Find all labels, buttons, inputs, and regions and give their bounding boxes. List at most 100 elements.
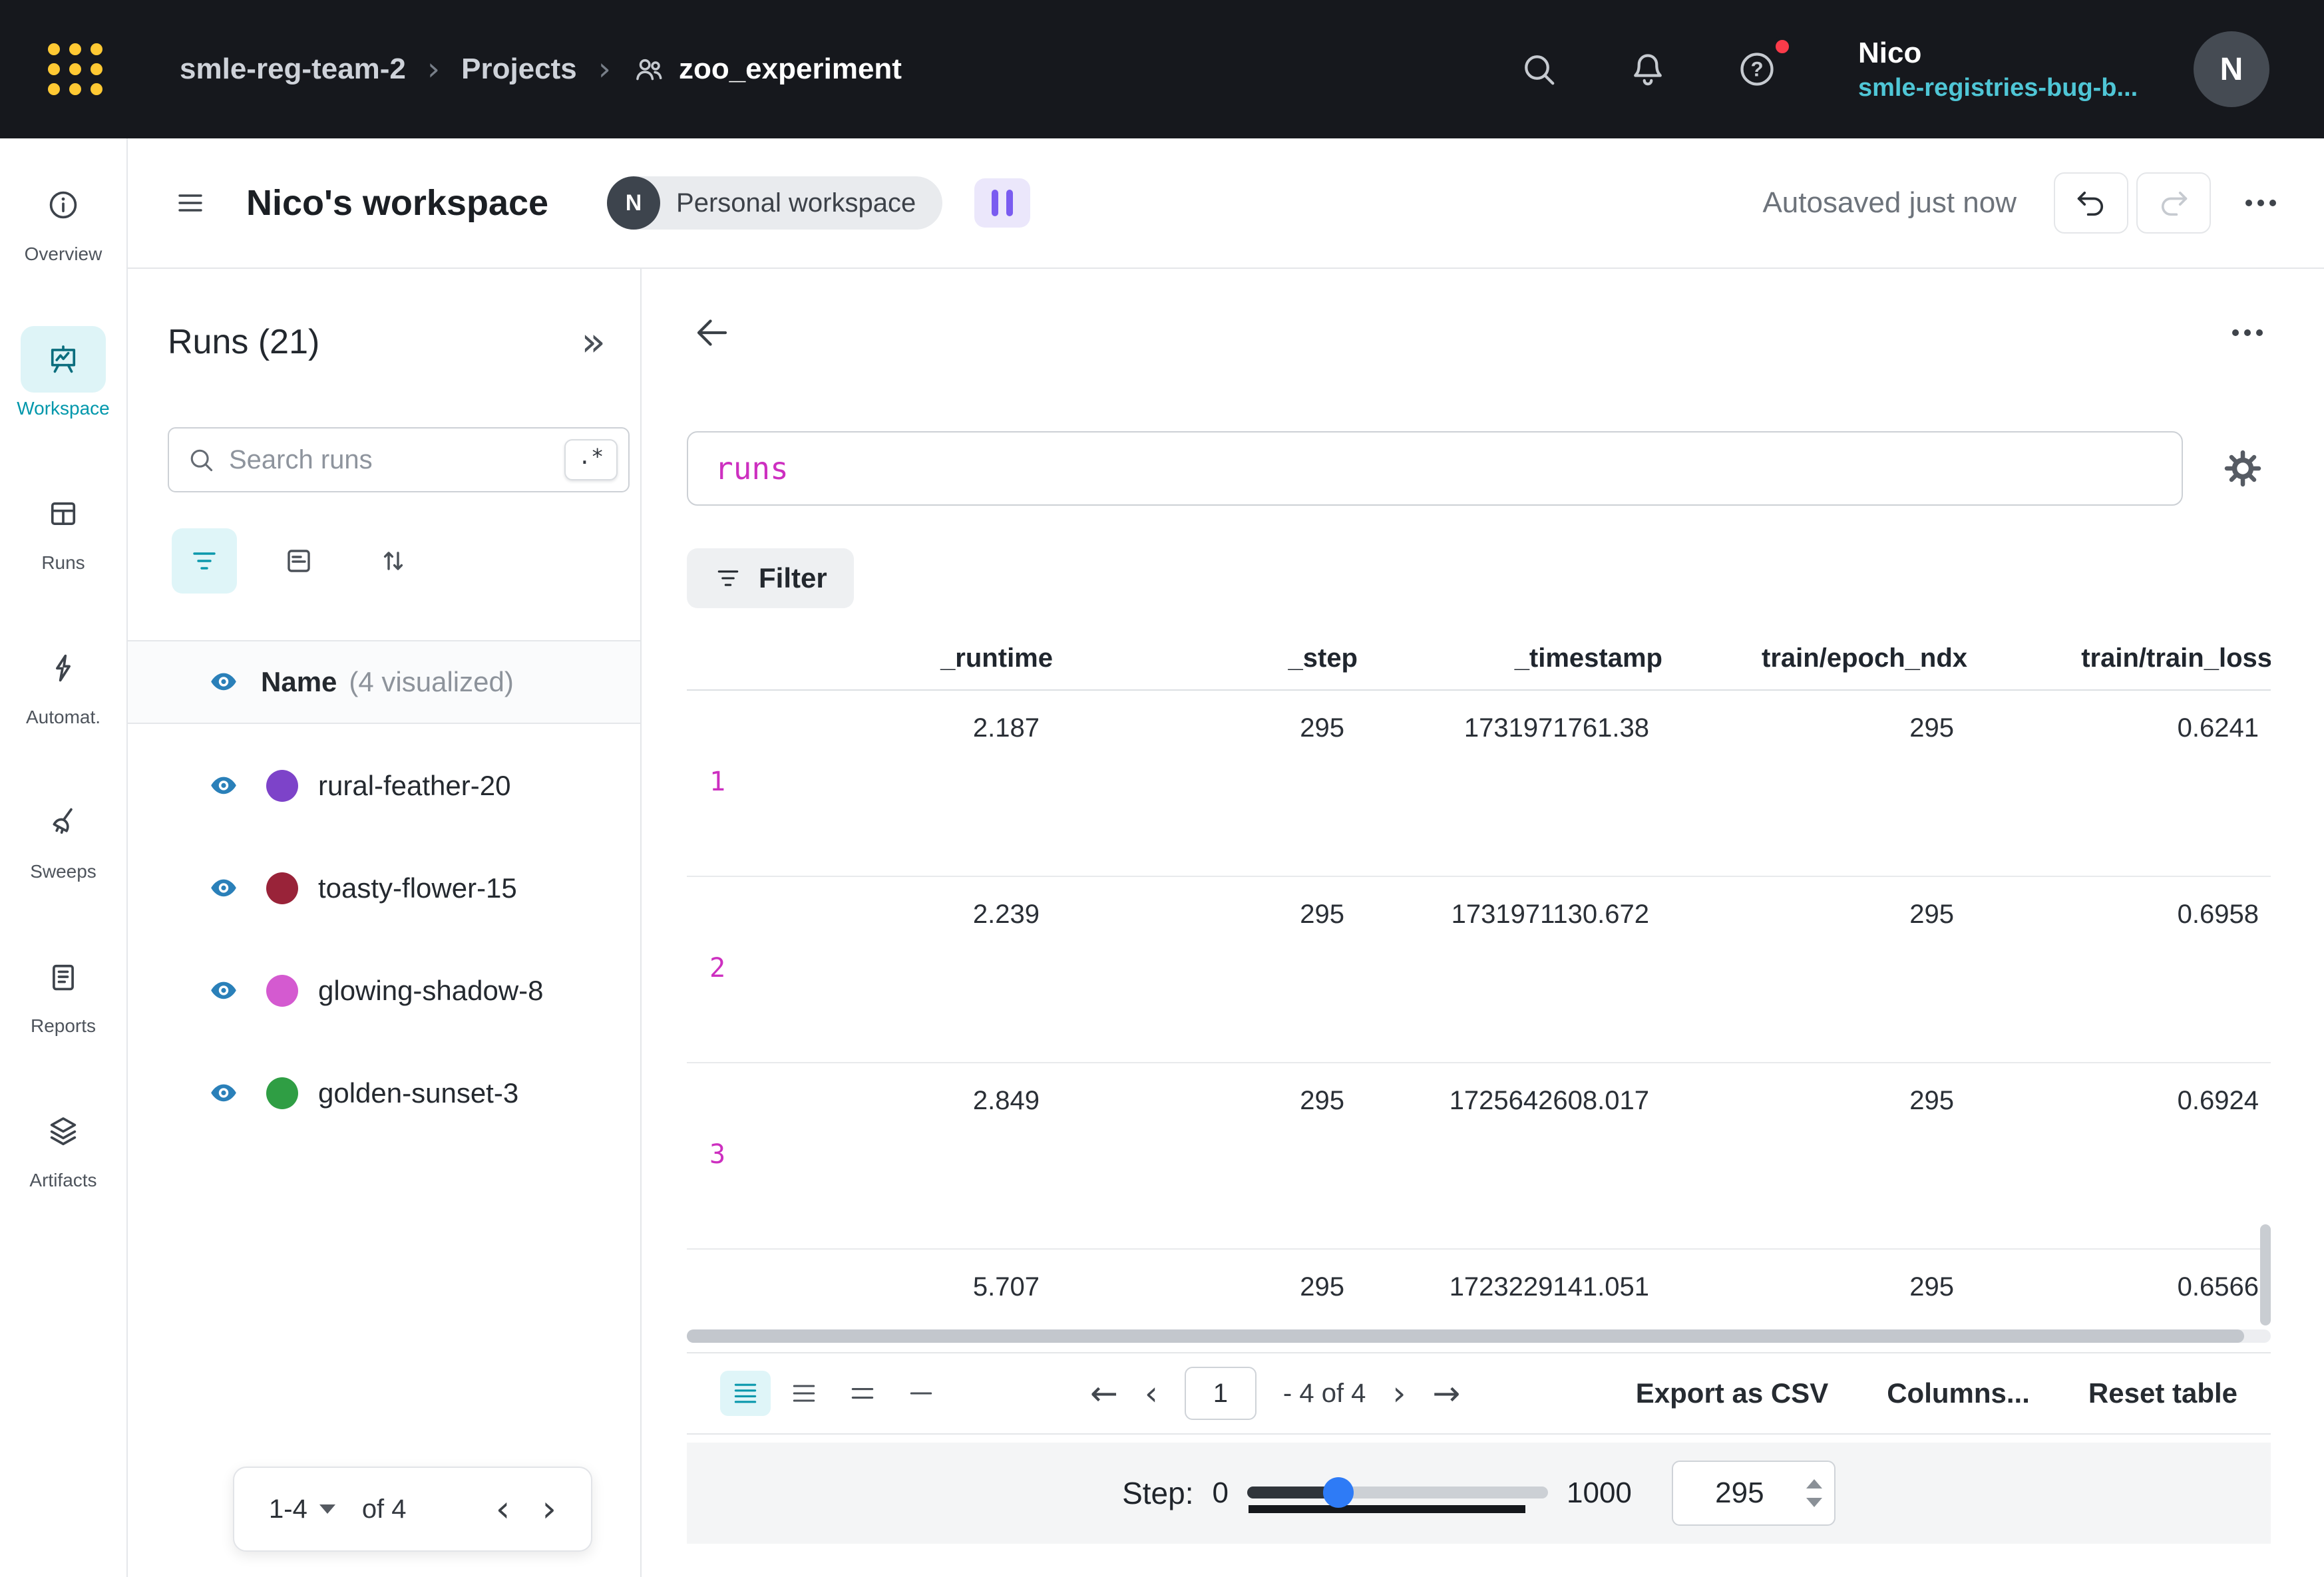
avatar[interactable]: N	[2194, 31, 2269, 107]
columns-button[interactable]: Columns...	[1887, 1377, 2030, 1409]
run-item[interactable]: glowing-shadow-8	[128, 940, 640, 1042]
sidebar-item-runs[interactable]: Runs	[0, 480, 126, 611]
slider-thumb[interactable]	[1323, 1477, 1354, 1508]
runs-sort-button[interactable]	[361, 528, 426, 594]
page-number-input[interactable]	[1184, 1367, 1257, 1420]
run-visibility-button[interactable]	[208, 975, 240, 1007]
reset-table-button[interactable]: Reset table	[2088, 1377, 2237, 1409]
user-team-link[interactable]: smle-registries-bug-b...	[1858, 73, 2138, 102]
badge-label: Personal workspace	[676, 188, 916, 218]
run-name[interactable]: rural-feather-20	[318, 770, 511, 801]
breadcrumb-projects[interactable]: Projects	[461, 53, 577, 85]
regex-toggle-button[interactable]: .*	[564, 439, 618, 480]
sidebar-item-reports[interactable]: Reports	[0, 944, 126, 1074]
row-height-large-button[interactable]	[837, 1371, 888, 1416]
workspace-more-options-button[interactable]	[2245, 200, 2276, 206]
toggle-all-visibility-button[interactable]	[208, 666, 240, 698]
notifications-button[interactable]	[1621, 43, 1674, 96]
search-runs-input[interactable]	[229, 444, 551, 475]
run-name[interactable]: golden-sunset-3	[318, 1077, 519, 1109]
table-more-options-button[interactable]	[2232, 329, 2263, 336]
row-height-medium-button[interactable]	[779, 1371, 829, 1416]
row-index: 1	[709, 767, 726, 797]
table-pagination: ← ‹ - 4 of 4 › →	[1090, 1367, 1460, 1420]
run-item[interactable]: rural-feather-20	[128, 735, 640, 837]
sidebar-item-artifacts[interactable]: Artifacts	[0, 1098, 126, 1228]
autosave-status: Autosaved just now	[1762, 186, 2017, 219]
project-sidebar: Overview Workspace Runs Automat. Sweeps …	[0, 138, 128, 1577]
column-header-train-loss[interactable]: train/train_loss	[2081, 643, 2271, 673]
info-icon	[49, 191, 77, 219]
row-height-small-button[interactable]	[720, 1371, 771, 1416]
column-header-runtime[interactable]: _runtime	[940, 643, 1053, 673]
step-value-input[interactable]	[1672, 1477, 1806, 1510]
collapse-panel-button[interactable]: »	[581, 319, 606, 365]
run-visibility-button[interactable]	[208, 872, 240, 904]
sidebar-item-overview[interactable]: Overview	[0, 172, 126, 302]
run-visibility-button[interactable]	[208, 1077, 240, 1109]
run-item[interactable]: toasty-flower-15	[128, 837, 640, 940]
wandb-logo-icon[interactable]	[48, 43, 102, 95]
table-row[interactable]: 3 2.849 295 1725642608.017 295 0.6924	[687, 1063, 2271, 1250]
step-slider-bar: Step: 0 1000	[687, 1443, 2271, 1544]
step-max: 1000	[1567, 1477, 1632, 1509]
next-page-button[interactable]: ›	[1392, 1374, 1406, 1413]
vertical-scrollbar[interactable]	[2260, 1224, 2271, 1325]
runs-filter-button[interactable]	[172, 528, 237, 594]
breadcrumb-team[interactable]: smle-reg-team-2	[180, 53, 406, 85]
run-item[interactable]: golden-sunset-3	[128, 1042, 640, 1144]
next-page-button[interactable]: ›	[542, 1488, 556, 1530]
cell-timestamp: 1725642608.017	[1449, 1086, 1649, 1115]
visibility-eye-icon	[211, 673, 236, 691]
run-visibility-button[interactable]	[208, 770, 240, 802]
table-settings-button[interactable]	[2215, 440, 2271, 496]
badge-avatar: N	[607, 176, 661, 230]
run-color-dot	[266, 975, 298, 1007]
runs-group-button[interactable]	[266, 528, 331, 594]
user-menu[interactable]: Nico smle-registries-bug-b...	[1858, 34, 2159, 105]
increment-icon[interactable]	[1806, 1479, 1822, 1489]
sidebar-item-automations[interactable]: Automat.	[0, 635, 126, 765]
run-name[interactable]: glowing-shadow-8	[318, 975, 544, 1006]
name-column-header[interactable]: Name	[261, 666, 337, 697]
search-icon	[190, 449, 213, 472]
sidebar-label-overview: Overview	[24, 244, 102, 264]
column-header-step[interactable]: _step	[1288, 643, 1358, 673]
personal-workspace-badge[interactable]: N Personal workspace	[607, 176, 943, 230]
undo-button[interactable]	[2054, 172, 2128, 234]
filter-button[interactable]: Filter	[687, 548, 854, 608]
automations-lightning-icon	[56, 654, 71, 682]
last-page-button[interactable]: →	[1432, 1374, 1461, 1413]
cell-train-loss: 0.6924	[2177, 1086, 2259, 1115]
export-csv-button[interactable]: Export as CSV	[1635, 1377, 1829, 1409]
decrement-icon[interactable]	[1806, 1498, 1822, 1507]
redo-button[interactable]	[2136, 172, 2211, 234]
prev-page-button[interactable]: ‹	[1144, 1374, 1158, 1413]
prev-page-button[interactable]: ‹	[495, 1488, 510, 1530]
table-row[interactable]: 2 2.239 295 1731971130.672 295 0.6958	[687, 877, 2271, 1063]
horizontal-scrollbar-thumb[interactable]	[687, 1329, 2244, 1343]
run-name[interactable]: toasty-flower-15	[318, 872, 517, 904]
help-button[interactable]: ?	[1730, 36, 1793, 96]
global-search-button[interactable]	[1512, 43, 1565, 96]
first-page-button[interactable]: ←	[1090, 1374, 1118, 1413]
query-input[interactable]	[687, 431, 2183, 506]
divider	[128, 640, 640, 641]
panel-settings-button[interactable]	[974, 178, 1031, 228]
breadcrumb-project[interactable]: zoo_experiment	[678, 53, 902, 85]
back-button[interactable]	[692, 313, 732, 353]
visibility-eye-icon	[211, 777, 236, 794]
sidebar-item-sweeps[interactable]: Sweeps	[0, 789, 126, 920]
sidebar-item-workspace[interactable]: Workspace	[0, 326, 126, 456]
redo-icon	[2161, 191, 2188, 216]
table-row[interactable]: 4 5.707 295 1723229141.051 295 0.6566	[687, 1250, 2271, 1325]
column-header-timestamp[interactable]: _timestamp	[1514, 643, 1662, 673]
runs-search-box: .*	[168, 427, 630, 492]
column-header-epoch-ndx[interactable]: train/epoch_ndx	[1762, 643, 1967, 673]
step-slider[interactable]	[1247, 1472, 1548, 1514]
workspace-menu-button[interactable]	[174, 187, 206, 219]
table-row[interactable]: 1 2.187 295 1731971761.38 295 0.6241	[687, 691, 2271, 877]
page-range-dropdown[interactable]: 1-4	[269, 1494, 335, 1524]
team-members-icon	[636, 59, 662, 81]
row-height-xlarge-button[interactable]	[896, 1371, 946, 1416]
